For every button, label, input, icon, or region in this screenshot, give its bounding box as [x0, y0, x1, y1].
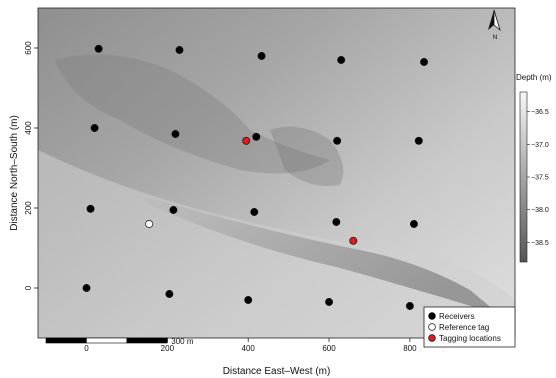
legend-label: Receivers: [439, 312, 475, 321]
depth-colorbar: Depth (m) −36.5 −37.0 −37.5 −38.0 −38.5: [516, 73, 552, 263]
receiver-marker: [90, 124, 99, 132]
receiver-marker: [175, 46, 184, 54]
receiver-marker: [332, 218, 341, 226]
colorbar-tick-label: −37.0: [531, 142, 549, 149]
map-frame: [37, 7, 516, 339]
x-axis-label: Distance East–West (m): [223, 366, 331, 377]
x-tick-label: 800: [403, 344, 417, 353]
north-arrow-icon: N: [488, 9, 501, 41]
colorbar-tick-label: −38.5: [531, 240, 549, 247]
receiver-marker: [165, 290, 174, 298]
x-tick-label: 0: [84, 344, 89, 353]
tagging-location-marker: [349, 236, 358, 245]
axes: 0 200 400 600 800 0 200 400 600: [24, 41, 417, 353]
receiver-marker: [325, 298, 334, 306]
scale-bar-label: 300 m: [171, 337, 194, 346]
receiver-marker: [337, 56, 346, 64]
colorbar-tick-label: −36.5: [531, 109, 549, 116]
receiver-marker: [252, 132, 261, 141]
bathymetry-layer: [38, 8, 515, 338]
receiver-marker: [171, 130, 180, 138]
point-markers: [82, 44, 428, 310]
receiver-marker: [82, 284, 91, 292]
legend-swatch: [428, 323, 436, 331]
tagging-location-marker: [242, 136, 251, 145]
legend-label: Reference tag: [439, 323, 489, 332]
receiver-marker: [257, 52, 266, 60]
colorbar-tick-label: −37.5: [531, 175, 549, 182]
receiver-marker: [409, 220, 418, 228]
scale-bar: 300 m: [45, 337, 194, 346]
legend-label: Tagging locations: [439, 334, 501, 343]
legend-swatch: [428, 312, 436, 320]
scale-bar-segment: [86, 337, 128, 344]
receiver-marker: [333, 136, 342, 145]
receiver-marker: [169, 206, 178, 214]
receiver-marker: [414, 136, 423, 145]
scale-bar-segment: [126, 337, 168, 344]
legend-box: [423, 306, 516, 348]
x-tick-label: 400: [242, 344, 256, 353]
scale-bar-segment: [45, 337, 87, 344]
receiver-marker: [94, 44, 103, 53]
reference-tag-marker: [145, 220, 154, 228]
colorbar-ramp: [519, 91, 528, 263]
y-axis-label: Distance North–South (m): [9, 115, 20, 231]
legend-swatch: [428, 334, 436, 342]
receiver-marker: [250, 208, 259, 216]
y-tick-label: 0: [24, 285, 33, 290]
y-tick-label: 600: [24, 41, 33, 55]
colorbar-title: Depth (m): [516, 73, 552, 82]
receiver-marker: [86, 204, 95, 213]
x-tick-label: 200: [161, 344, 175, 353]
y-tick-label: 200: [24, 201, 33, 215]
colorbar-tick-label: −38.0: [531, 207, 549, 214]
x-tick-label: 600: [322, 344, 336, 353]
north-arrow-label: N: [493, 34, 498, 41]
y-tick-label: 400: [24, 121, 33, 135]
receiver-marker: [420, 58, 428, 66]
legend: Receivers Reference tag Tagging locations: [423, 306, 516, 348]
receiver-marker: [244, 296, 253, 304]
receiver-marker: [405, 302, 414, 310]
